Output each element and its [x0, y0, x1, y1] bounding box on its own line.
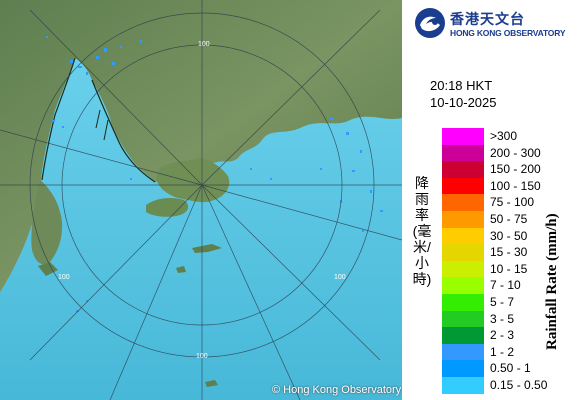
legend-label: 200 - 300 [490, 145, 541, 160]
copyright-text: © Hong Kong Observatory [272, 384, 402, 396]
timestamp: 20:18 HKT 10-10-2025 [430, 77, 497, 111]
legend-label: 30 - 50 [490, 228, 528, 243]
legend-item: 5 - 7 [442, 293, 577, 311]
legend-item: 75 - 100 [442, 194, 577, 211]
legend-swatch [442, 210, 484, 228]
rain-echoes [46, 36, 383, 312]
legend-swatch [442, 376, 484, 394]
legend-item: 30 - 50 [442, 227, 577, 245]
legend-item: 100 - 150 [442, 177, 577, 195]
legend-label: 0.15 - 0.50 [490, 377, 548, 392]
island-small-3 [205, 380, 218, 387]
legend-swatch [442, 293, 484, 311]
legend-swatch [442, 227, 484, 245]
radar-map[interactable]: 100 100 100 100 © Hong Kong Observatory [0, 0, 402, 400]
legend-item: 0.15 - 0.50 [442, 376, 577, 394]
range-ring-label: 100 [198, 41, 210, 48]
logo-chinese-text: 香港天文台 [450, 11, 525, 27]
legend-swatch [442, 128, 484, 145]
legend-item: 2 - 3 [442, 327, 577, 344]
map-canvas [0, 0, 402, 400]
legend-swatch [442, 260, 484, 278]
legend-label: 50 - 75 [490, 211, 528, 226]
legend-label: 75 - 100 [490, 195, 535, 210]
legend-title-chinese: 降雨率(毫米/小時) [412, 175, 432, 287]
hko-logo[interactable]: 香港天文台 HONG KONG OBSERVATORY [412, 6, 572, 40]
island-small-4 [176, 266, 186, 273]
hong-kong-island-group [156, 158, 230, 203]
legend-item: 3 - 5 [442, 310, 577, 328]
island-small-2 [38, 262, 58, 276]
range-rings [0, 0, 402, 400]
legend-swatch [442, 310, 484, 328]
legend-label: 5 - 7 [490, 294, 515, 309]
lantau-island [146, 197, 189, 217]
mainland-landmass [0, 0, 402, 292]
info-panel: 香港天文台 HONG KONG OBSERVATORY 20:18 HKT 10… [402, 0, 577, 400]
legend-swatch [442, 327, 484, 344]
legend-swatch [442, 343, 484, 361]
legend-item: 150 - 200 [442, 161, 577, 178]
legend-label: 2 - 3 [490, 328, 515, 343]
legend-item: 1 - 2 [442, 343, 577, 361]
time-text: 20:18 HKT [430, 78, 493, 93]
west-peninsula [31, 180, 63, 265]
legend-label: 1 - 2 [490, 344, 515, 359]
rainfall-legend: >300 200 - 300 150 - 200 100 - 150 75 - 100 5… [442, 128, 577, 394]
range-ring-label: 100 [334, 274, 346, 281]
legend-item: 200 - 300 [442, 144, 577, 162]
legend-item: >300 [442, 128, 577, 145]
legend-swatch [442, 144, 484, 162]
legend-label: 3 - 5 [490, 311, 515, 326]
legend-swatch [442, 360, 484, 377]
legend-item: 10 - 15 [442, 260, 577, 278]
legend-label: 7 - 10 [490, 278, 521, 293]
legend-item: 15 - 30 [442, 244, 577, 261]
legend-item: 50 - 75 [442, 210, 577, 228]
range-ring-label: 100 [58, 274, 70, 281]
legend-swatch [442, 194, 484, 211]
legend-title-english: Rainfall Rate (mm/h) [544, 213, 560, 350]
legend-label: 150 - 200 [490, 162, 541, 177]
island-small-1 [192, 244, 222, 253]
date-text: 10-10-2025 [430, 95, 497, 110]
legend-label: 100 - 150 [490, 178, 541, 193]
legend-label: >300 [490, 129, 518, 143]
range-ring-label: 100 [196, 353, 208, 360]
legend-label: 10 - 15 [490, 261, 528, 276]
legend-label: 0.50 - 1 [490, 361, 531, 376]
legend-item: 0.50 - 1 [442, 360, 577, 377]
legend-item: 7 - 10 [442, 277, 577, 294]
legend-swatch [442, 177, 484, 195]
hko-emblem-icon [415, 8, 445, 38]
legend-swatch [442, 161, 484, 178]
legend-label: 15 - 30 [490, 245, 528, 260]
legend-swatch [442, 277, 484, 294]
legend-swatch [442, 244, 484, 261]
logo-english-text: HONG KONG OBSERVATORY [450, 28, 566, 38]
